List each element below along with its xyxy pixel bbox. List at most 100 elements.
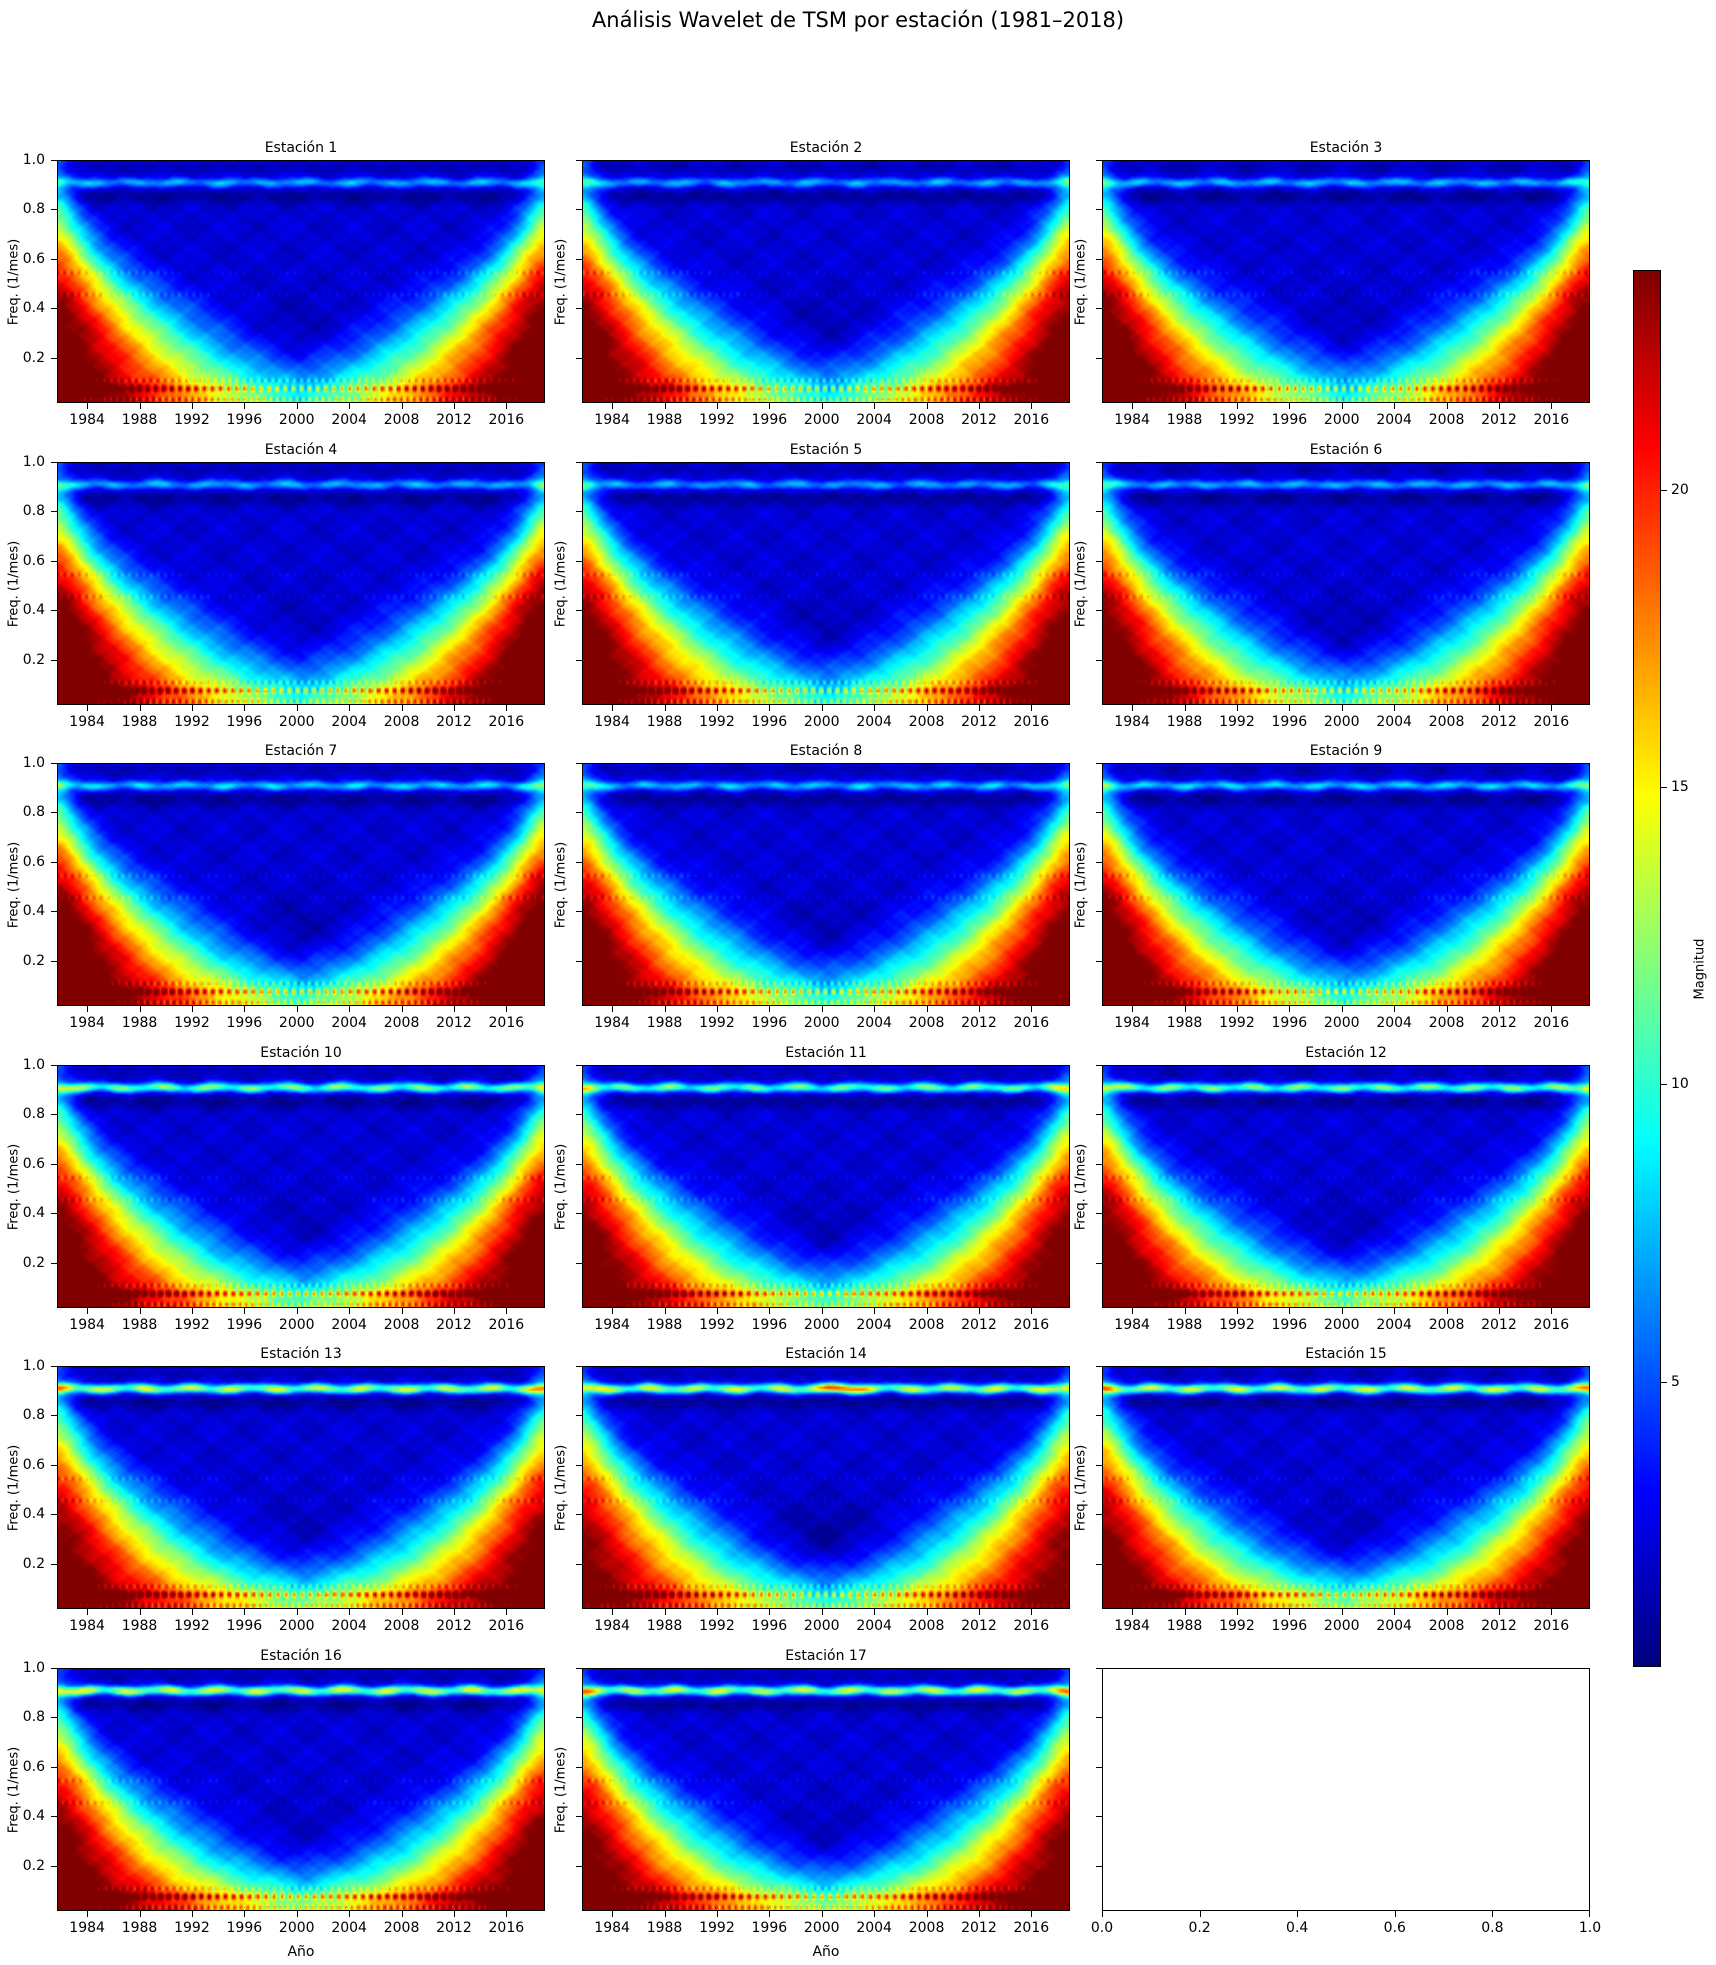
x-tick-label: 1984 bbox=[594, 1015, 630, 1031]
y-tick-mark bbox=[1096, 1262, 1102, 1264]
wavelet-heatmap bbox=[1103, 1066, 1589, 1307]
x-tick-mark bbox=[874, 403, 876, 409]
y-tick-mark bbox=[576, 659, 582, 661]
wavelet-heatmap bbox=[583, 1066, 1069, 1307]
x-tick-mark bbox=[874, 1006, 876, 1012]
x-tick-label: 1988 bbox=[121, 1618, 158, 1634]
y-tick-mark bbox=[1096, 1415, 1102, 1417]
x-tick-mark bbox=[821, 1006, 823, 1012]
x-tick-mark bbox=[506, 705, 508, 711]
x-tick-mark bbox=[401, 1911, 403, 1917]
x-tick-label: 2012 bbox=[436, 1015, 472, 1031]
x-tick-label: 2004 bbox=[331, 714, 367, 730]
y-tick-mark bbox=[576, 861, 582, 863]
x-tick-label: 1988 bbox=[646, 1920, 683, 1936]
y-tick-mark bbox=[51, 1816, 57, 1818]
colorbar bbox=[1633, 270, 1661, 1667]
x-tick-label: 2008 bbox=[1428, 1317, 1465, 1333]
y-tick-mark bbox=[1096, 1114, 1102, 1116]
y-tick-mark bbox=[576, 1816, 582, 1818]
x-tick-label: 2012 bbox=[436, 412, 472, 428]
x-tick-label: 1996 bbox=[751, 1920, 788, 1936]
x-tick-label: 2012 bbox=[961, 412, 997, 428]
x-tick-mark bbox=[1551, 403, 1553, 409]
x-tick-label: 1996 bbox=[751, 1015, 788, 1031]
x-tick-label: 1992 bbox=[1219, 714, 1255, 730]
x-tick-label: 1996 bbox=[226, 714, 263, 730]
x-tick-mark bbox=[87, 403, 89, 409]
x-tick-mark bbox=[978, 1006, 980, 1012]
y-tick-label: 0.4 bbox=[22, 602, 45, 619]
y-tick-mark bbox=[51, 511, 57, 513]
x-tick-label: 1992 bbox=[699, 1317, 735, 1333]
plot-panel bbox=[57, 763, 545, 1006]
x-tick-label: 1996 bbox=[226, 1015, 263, 1031]
x-tick-label: 1988 bbox=[646, 1618, 683, 1634]
x-tick-mark bbox=[453, 705, 455, 711]
y-tick-mark bbox=[576, 1668, 582, 1669]
x-tick-mark bbox=[191, 705, 193, 711]
y-axis-label: Freq. (1/mes) bbox=[6, 1746, 22, 1833]
x-tick-label: 1984 bbox=[1114, 1015, 1150, 1031]
x-tick-mark bbox=[1289, 403, 1291, 409]
x-tick-label: 1988 bbox=[646, 1317, 683, 1333]
y-tick-mark bbox=[576, 209, 582, 211]
x-tick-mark bbox=[1394, 1308, 1396, 1314]
y-tick-mark bbox=[51, 911, 57, 913]
x-tick-mark bbox=[401, 705, 403, 711]
y-tick-mark bbox=[1096, 1816, 1102, 1818]
x-tick-label: 0.8 bbox=[1481, 1920, 1504, 1936]
subplot-title: Estación 10 bbox=[260, 1045, 342, 1061]
x-tick-mark bbox=[1102, 1911, 1103, 1917]
x-tick-label: 1996 bbox=[751, 412, 788, 428]
wavelet-heatmap bbox=[1103, 1367, 1589, 1608]
y-tick-mark bbox=[576, 960, 582, 962]
x-tick-mark bbox=[87, 1609, 89, 1615]
x-tick-label: 2012 bbox=[961, 1920, 997, 1936]
y-tick-label: 0.6 bbox=[22, 1758, 45, 1775]
y-tick-label: 1.0 bbox=[22, 152, 45, 168]
x-tick-label: 1996 bbox=[1271, 1317, 1308, 1333]
x-tick-label: 2008 bbox=[908, 1920, 945, 1936]
y-tick-mark bbox=[51, 763, 57, 764]
x-tick-label: 2016 bbox=[1013, 1317, 1050, 1333]
x-tick-label: 2012 bbox=[1481, 1015, 1517, 1031]
y-tick-label: 0.2 bbox=[22, 651, 45, 668]
x-tick-mark bbox=[349, 1308, 351, 1314]
x-tick-label: 2004 bbox=[856, 1618, 892, 1634]
x-tick-mark bbox=[612, 705, 614, 711]
y-tick-mark bbox=[576, 1865, 582, 1867]
x-tick-mark bbox=[296, 705, 298, 711]
x-tick-label: 2000 bbox=[278, 1317, 315, 1333]
x-tick-mark bbox=[296, 1308, 298, 1314]
x-tick-mark bbox=[1184, 403, 1186, 409]
x-tick-mark bbox=[1132, 1609, 1134, 1615]
y-tick-mark bbox=[51, 1514, 57, 1516]
x-tick-label: 1992 bbox=[699, 1920, 735, 1936]
x-tick-label: 2000 bbox=[1323, 714, 1360, 730]
y-tick-mark bbox=[1096, 861, 1102, 863]
y-tick-label: 0.4 bbox=[22, 1808, 45, 1825]
x-tick-label: 2012 bbox=[1481, 714, 1517, 730]
y-tick-mark bbox=[576, 1717, 582, 1719]
x-tick-label: 1988 bbox=[646, 1015, 683, 1031]
x-tick-label: 2016 bbox=[1533, 412, 1570, 428]
x-tick-mark bbox=[506, 1308, 508, 1314]
x-tick-label: 2004 bbox=[1376, 1317, 1412, 1333]
x-tick-label: 0.2 bbox=[1188, 1920, 1211, 1936]
x-tick-mark bbox=[664, 705, 666, 711]
y-tick-label: 1.0 bbox=[22, 755, 45, 771]
x-tick-label: 1996 bbox=[226, 412, 263, 428]
y-tick-mark bbox=[51, 1464, 57, 1466]
x-tick-mark bbox=[1492, 1911, 1494, 1917]
x-tick-mark bbox=[926, 1911, 928, 1917]
x-tick-mark bbox=[874, 1609, 876, 1615]
x-tick-mark bbox=[139, 1911, 141, 1917]
wavelet-heatmap bbox=[583, 764, 1069, 1005]
x-tick-label: 2016 bbox=[1013, 1920, 1050, 1936]
subplot-title: Estación 17 bbox=[785, 1648, 867, 1664]
wavelet-heatmap bbox=[583, 1367, 1069, 1608]
x-tick-mark bbox=[296, 403, 298, 409]
x-tick-label: 2016 bbox=[1013, 714, 1050, 730]
x-tick-label: 2000 bbox=[803, 1317, 840, 1333]
